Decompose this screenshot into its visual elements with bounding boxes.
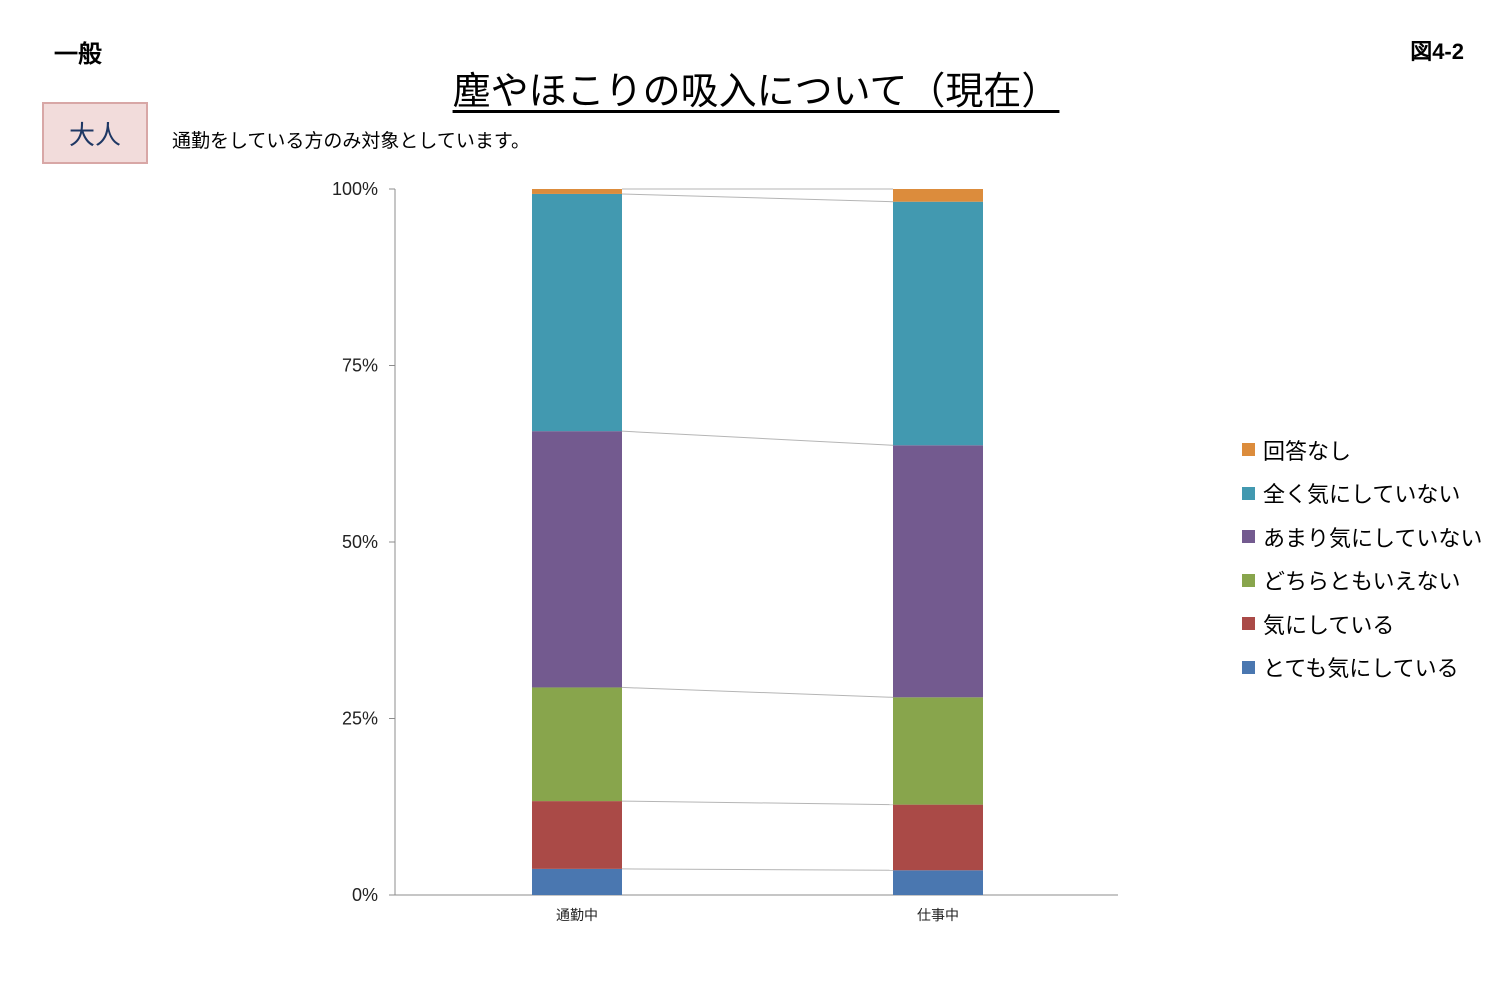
bar-segment: [532, 868, 622, 895]
bar-segment: [893, 201, 983, 446]
bar-segment: [532, 189, 622, 194]
legend-label: どちらともいえない: [1263, 570, 1461, 596]
legend-swatch: [1242, 617, 1255, 631]
y-tick-label: 25%: [342, 709, 378, 729]
y-tick-label: 75%: [342, 356, 378, 376]
legend-label: 回答なし: [1263, 439, 1352, 465]
x-tick-label: 通勤中: [556, 908, 598, 924]
legend-item: 全く気にしていない: [1242, 472, 1482, 516]
bar-segment: [893, 189, 983, 202]
series-line: [621, 193, 894, 203]
series-line: [621, 800, 894, 806]
legend-label: 全く気にしていない: [1263, 483, 1461, 509]
legend-label: 気にしている: [1263, 613, 1395, 639]
legend-item: あまり気にしていない: [1242, 515, 1482, 559]
legend-swatch: [1242, 573, 1255, 587]
legend-swatch: [1242, 486, 1255, 500]
bar-segment: [893, 870, 983, 895]
bar-segment: [532, 193, 622, 432]
bar-segment: [532, 687, 622, 802]
figure-number: 図4-2: [1410, 39, 1464, 64]
audience-badge: 大人: [42, 102, 148, 164]
y-tick-label: 100%: [332, 179, 378, 199]
legend-item: どちらともいえない: [1242, 559, 1482, 603]
category-label: 一般: [54, 40, 102, 68]
scope-note: 通勤をしている方のみ対象としています。: [172, 130, 530, 152]
audience-badge-label: 大人: [68, 120, 121, 151]
bar-segment: [532, 801, 622, 869]
bar-segment: [893, 697, 983, 805]
x-tick-label: 仕事中: [917, 908, 959, 924]
y-tick-label: 50%: [342, 532, 378, 552]
legend-item: 回答なし: [1242, 428, 1482, 472]
bar-segment: [893, 804, 983, 871]
legend-label: あまり気にしていない: [1263, 526, 1483, 552]
legend-item: とても気にしている: [1242, 646, 1482, 690]
legend-swatch: [1242, 530, 1255, 544]
chart-title: 塵やほこりの吸入について（現在）: [452, 69, 1060, 113]
series-line: [621, 868, 894, 871]
chart-legend: 回答なし全く気にしていない あまり気にしていない どちらともいえない 気にしているとて…: [1242, 428, 1482, 689]
legend-item: 気にしている: [1242, 602, 1482, 646]
series-line: [621, 686, 894, 698]
legend-swatch: [1242, 660, 1255, 674]
legend-swatch: [1242, 443, 1255, 457]
bar-segment: [532, 431, 622, 688]
series-line: [621, 430, 894, 446]
bar-segment: [893, 445, 983, 698]
y-tick-label: 0%: [352, 885, 378, 905]
legend-label: とても気にしている: [1263, 657, 1459, 683]
